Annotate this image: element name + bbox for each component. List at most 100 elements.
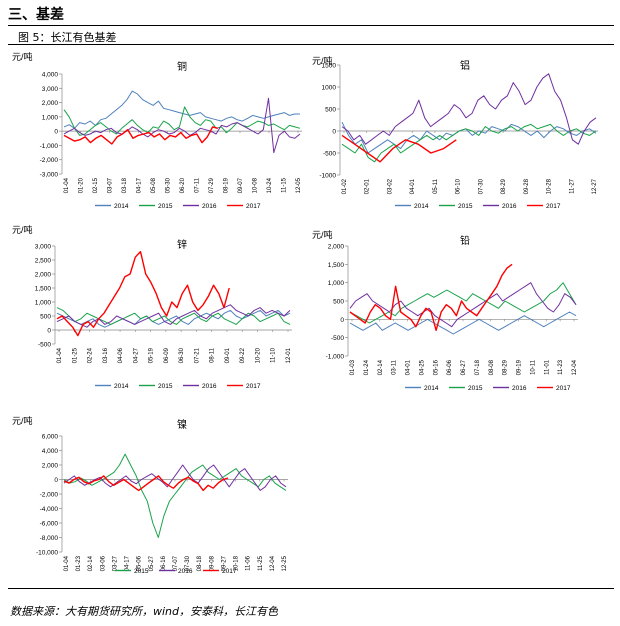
x-tick-label: 01-23 bbox=[76, 555, 82, 571]
x-tick-label: 04-01 bbox=[406, 359, 412, 375]
x-tick-label: 04-17 bbox=[125, 555, 131, 571]
x-tick-label: 03-11 bbox=[392, 359, 398, 375]
y-tick-label: -500 bbox=[323, 151, 336, 158]
x-tick-label: 07-30 bbox=[185, 555, 191, 571]
y-axis-unit: 元/吨 bbox=[12, 224, 33, 235]
x-tick-label: 07-21 bbox=[194, 347, 200, 363]
x-tick-label: 05-27 bbox=[149, 555, 155, 571]
x-tick-label: 06-10 bbox=[456, 178, 462, 194]
legend-label-2017: 2017 bbox=[546, 203, 561, 210]
legend-label-2014: 2014 bbox=[424, 385, 439, 392]
x-tick-label: 06-27 bbox=[461, 359, 467, 375]
x-tick-label: 03-02 bbox=[387, 178, 393, 194]
legend-label-2015: 2015 bbox=[158, 383, 173, 390]
y-tick-label: 1,000 bbox=[42, 114, 59, 121]
x-tick-label: 03-18 bbox=[122, 177, 128, 193]
x-tick-label: 03-27 bbox=[112, 555, 118, 571]
series-line-2015 bbox=[63, 106, 301, 136]
y-tick-label: 2,500 bbox=[35, 258, 52, 265]
x-tick-label: 05-08 bbox=[151, 177, 157, 193]
x-tick-label: 07-29 bbox=[209, 177, 215, 193]
y-tick-label: 4,000 bbox=[42, 72, 59, 79]
y-tick-label: -6,000 bbox=[40, 521, 59, 528]
chart-title: 铝 bbox=[460, 60, 470, 72]
x-tick-label: 04-25 bbox=[419, 359, 425, 375]
y-tick-label: -4,000 bbox=[40, 506, 59, 513]
series-line-2017 bbox=[349, 263, 513, 332]
x-tick-label: 11-15 bbox=[282, 177, 288, 193]
x-tick-label: 02-15 bbox=[93, 177, 99, 193]
x-tick-label: 07-30 bbox=[478, 178, 484, 194]
x-tick-label: 08-29 bbox=[503, 359, 509, 375]
y-tick-label: 3,000 bbox=[35, 244, 52, 251]
copper-basis-chart: 元/吨铜 4,000 3,000 2,000 1,000 0 -1,000 -2,000 -3,… bbox=[12, 51, 302, 210]
figure-caption: 图 5：长江有色基差 bbox=[18, 31, 117, 44]
series-line-2017 bbox=[63, 475, 229, 492]
y-tick-label: -1000 bbox=[319, 173, 336, 180]
y-tick-label: 0 bbox=[47, 328, 51, 335]
x-tick-label: 07-18 bbox=[475, 359, 481, 375]
x-tick-label: 10-20 bbox=[255, 347, 261, 363]
x-tick-label: 03-16 bbox=[103, 347, 109, 363]
source-divider bbox=[8, 588, 614, 589]
legend-label-2015: 2015 bbox=[158, 203, 173, 210]
x-tick-label: 06-20 bbox=[180, 177, 186, 193]
x-tick-label: 08-19 bbox=[224, 177, 230, 193]
x-tick-label: 11-27 bbox=[569, 178, 575, 194]
y-tick-label: 0 bbox=[54, 129, 58, 136]
x-tick-label: 01-04 bbox=[64, 177, 70, 193]
y-tick-label: 1,500 bbox=[328, 262, 345, 269]
y-tick-label: 1,000 bbox=[328, 280, 345, 287]
aluminum-basis-chart: 元/吨 铝 1500 1000 500 0 -500 -1000 01-02 02-01 03-02… bbox=[312, 55, 598, 210]
y-tick-label: 500 bbox=[40, 314, 51, 321]
x-tick-label: 04-01 bbox=[410, 178, 416, 194]
x-tick-label: 01-20 bbox=[79, 177, 85, 193]
legend-label-2015: 2015 bbox=[468, 385, 483, 392]
title-divider bbox=[8, 25, 614, 26]
x-tick-label: 07-07 bbox=[173, 555, 179, 571]
nickel-basis-chart: 元/吨 镍 6,000 4,000 2,000 0 -2,000 -4,000 -6,000 -8… bbox=[12, 415, 288, 575]
section-title: 三、基差 bbox=[8, 7, 64, 23]
caption-divider bbox=[8, 44, 614, 45]
source-note: 数据来源：大有期货研究所，wind，安泰科，长江有色 bbox=[10, 605, 279, 618]
y-tick-label: -3,000 bbox=[40, 172, 59, 179]
y-tick-label: 0 bbox=[332, 129, 336, 136]
legend-label-2014: 2014 bbox=[414, 203, 429, 210]
chart-title: 铜 bbox=[177, 61, 187, 73]
y-tick-label: -2,000 bbox=[40, 492, 59, 499]
x-tick-label: 02-24 bbox=[88, 347, 94, 363]
legend-label-2015: 2015 bbox=[458, 203, 473, 210]
x-tick-label: 05-30 bbox=[166, 177, 172, 193]
series-line-2016 bbox=[341, 73, 597, 145]
series-line-2014 bbox=[341, 121, 597, 154]
x-tick-label: 10-18 bbox=[234, 555, 240, 571]
y-tick-label: 1000 bbox=[322, 85, 337, 92]
x-tick-label: 09-22 bbox=[240, 347, 246, 363]
x-tick-label: 09-08 bbox=[209, 555, 215, 571]
x-tick-label: 09-28 bbox=[524, 178, 530, 194]
y-axis-unit: 元/吨 bbox=[312, 229, 333, 240]
y-tick-label: 2,000 bbox=[328, 244, 345, 251]
x-tick-label: 05-11 bbox=[433, 178, 439, 194]
legend-label-2014: 2014 bbox=[114, 203, 129, 210]
y-tick-label: -1,000 bbox=[40, 143, 59, 150]
y-tick-label: 1,000 bbox=[35, 300, 52, 307]
series-line-2017 bbox=[56, 250, 230, 337]
series-line-2016 bbox=[349, 282, 577, 328]
legend-label-2016: 2016 bbox=[202, 383, 217, 390]
y-tick-label: -10,000 bbox=[36, 550, 58, 557]
y-tick-label: 500 bbox=[333, 299, 344, 306]
series-line-2016 bbox=[56, 304, 291, 328]
series-line-2014 bbox=[63, 90, 300, 129]
x-tick-label: 05-16 bbox=[433, 359, 439, 375]
x-tick-label: 11-25 bbox=[258, 555, 264, 571]
x-tick-label: 01-25 bbox=[72, 347, 78, 363]
y-tick-label: 0 bbox=[54, 477, 58, 484]
x-tick-label: 01-02 bbox=[342, 178, 348, 194]
x-tick-label: 12-27 bbox=[592, 178, 598, 194]
x-tick-label: 05-06 bbox=[137, 555, 143, 571]
x-tick-label: 06-16 bbox=[161, 555, 167, 571]
x-tick-label: 11-23 bbox=[558, 359, 564, 375]
series-line-2016 bbox=[63, 97, 301, 154]
y-tick-label: -2,000 bbox=[40, 157, 59, 164]
